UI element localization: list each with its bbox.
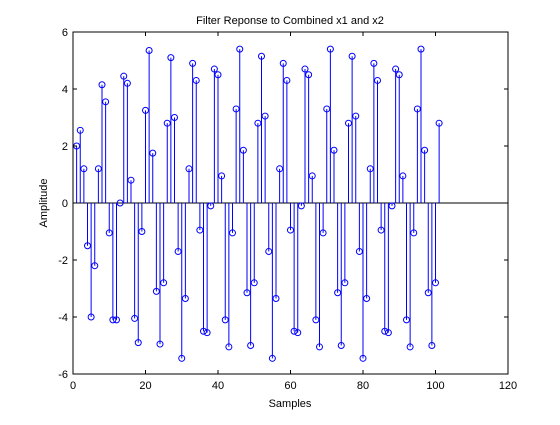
x-tick-label: 100	[426, 380, 444, 392]
x-tick-label: 60	[284, 380, 296, 392]
y-tick-label: 4	[62, 84, 68, 96]
y-tick-label: 6	[62, 27, 68, 39]
y-tick-label: 0	[62, 198, 68, 210]
x-tick-label: 120	[499, 380, 517, 392]
x-tick-label: 0	[70, 380, 76, 392]
chart-title: Filter Reponse to Combined x1 and x2	[196, 15, 384, 27]
y-axis-label: Amplitude	[38, 179, 50, 228]
axis-ticks: 0 20 40 60 80 100 120 -6 -4 -2 0 2 4 6	[58, 27, 517, 392]
y-tick-label: 2	[62, 141, 68, 153]
x-tick-label: 40	[212, 380, 224, 392]
y-tick-label: -4	[58, 312, 68, 324]
x-tick-label: 20	[139, 380, 151, 392]
x-tick-label: 80	[357, 380, 369, 392]
y-tick-label: -2	[58, 255, 68, 267]
x-axis-label: Samples	[269, 398, 312, 410]
plot-area	[73, 46, 508, 361]
y-tick-label: -6	[58, 369, 68, 381]
